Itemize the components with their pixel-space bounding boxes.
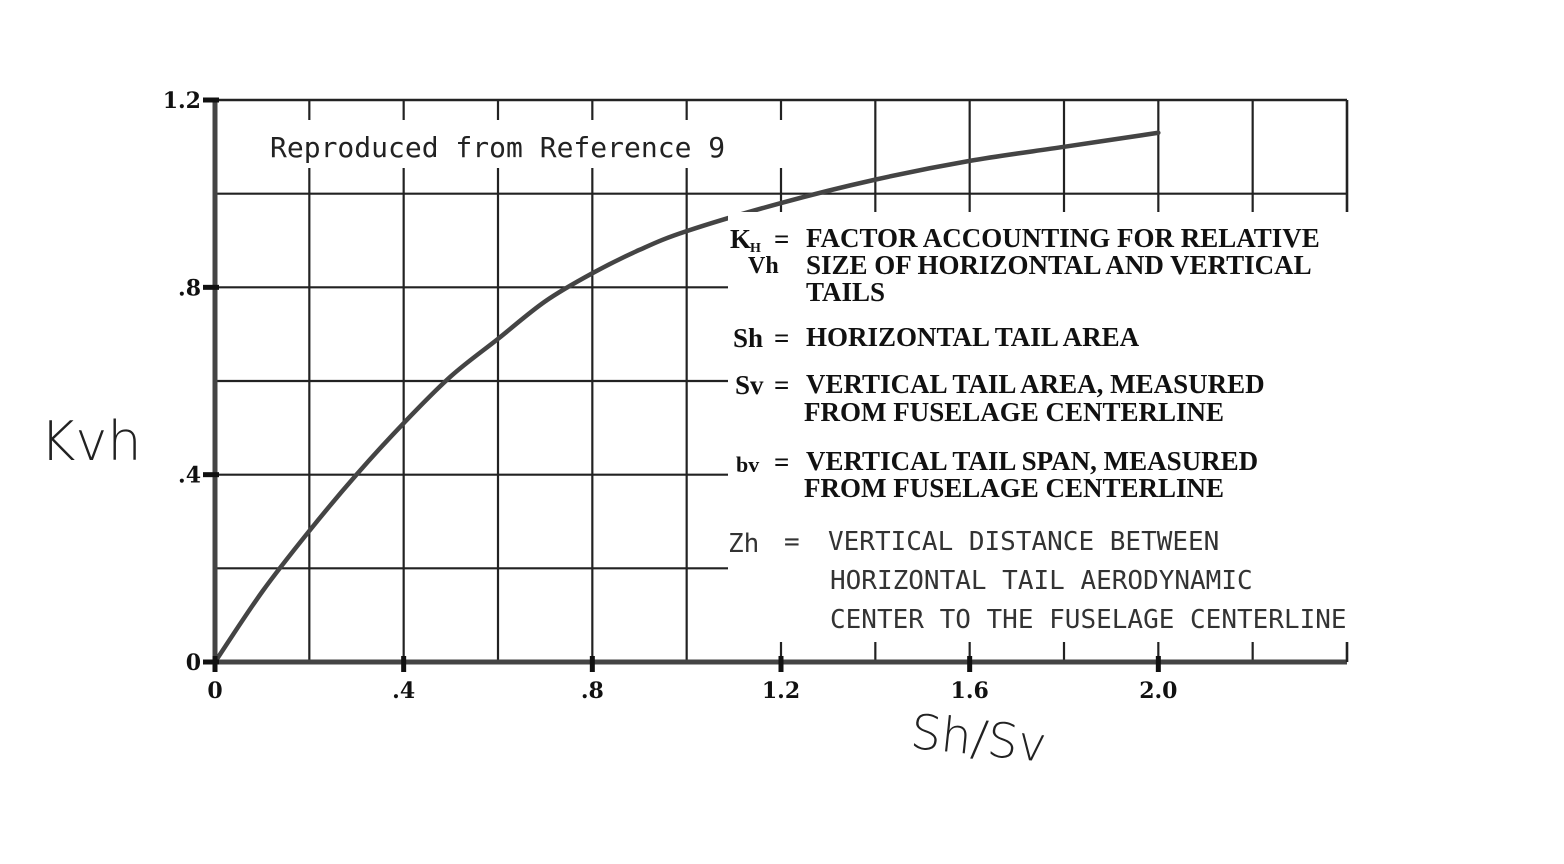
x-tick-label: 0 (207, 678, 222, 704)
series-line (212, 130, 1161, 665)
tick-labels: 0 .4 .8 1.2 1.6 2.0 0 .4 .8 1.2 (163, 88, 1178, 704)
legend: K H Vh = FACTOR ACCOUNTING FOR RELATIVE … (728, 223, 1347, 635)
annotation-text: Reproduced from Reference 9 (270, 131, 725, 164)
legend-equals: = (774, 323, 789, 353)
legend-text-line: TAILS (806, 277, 885, 307)
x-tick-label: 2.0 (1139, 678, 1177, 704)
legend-equals: = (774, 447, 789, 477)
x-tick-label: .8 (581, 678, 604, 704)
legend-symbol-sub: H (750, 241, 761, 256)
legend-text-line: SIZE OF HORIZONTAL AND VERTICAL (806, 250, 1312, 280)
y-tick-label: .4 (178, 463, 201, 489)
legend-symbol: Zh (728, 529, 759, 559)
legend-equals: = (774, 224, 789, 254)
y-tick-label: .8 (178, 275, 201, 301)
legend-text-line: FROM FUSELAGE CENTERLINE (804, 473, 1224, 503)
legend-equals: = (774, 370, 789, 400)
legend-equals: = (784, 527, 800, 557)
legend-text-line: FACTOR ACCOUNTING FOR RELATIVE (806, 223, 1320, 253)
legend-background (728, 212, 1508, 642)
legend-item-zh: Zh = VERTICAL DISTANCE BETWEEN HORIZONTA… (728, 527, 1347, 635)
x-axis-label: Sh/Sv (908, 704, 1049, 774)
legend-text-line: VERTICAL TAIL SPAN, MEASURED (806, 446, 1258, 476)
annotation-background (262, 120, 822, 168)
curve-layer (212, 130, 1161, 665)
legend-symbol: Sh (733, 323, 763, 353)
legend-text-line: VERTICAL DISTANCE BETWEEN (828, 527, 1219, 557)
y-axis-label: Kvh (40, 410, 142, 473)
legend-text-line: HORIZONTAL TAIL AERODYNAMIC (830, 566, 1253, 596)
legend-symbol: bv (736, 452, 759, 477)
legend-item-kvh: K H Vh = FACTOR ACCOUNTING FOR RELATIVE … (730, 223, 1320, 307)
legend-symbol-sub2: Vh (748, 253, 779, 279)
y-tick-label: 1.2 (163, 88, 201, 114)
legend-symbol: K (730, 224, 751, 254)
x-tick-label: 1.2 (762, 678, 800, 704)
legend-text-line: CENTER TO THE FUSELAGE CENTERLINE (830, 605, 1347, 635)
legend-text-line: VERTICAL TAIL AREA, MEASURED (806, 369, 1265, 399)
legend-text-line: HORIZONTAL TAIL AREA (806, 322, 1140, 352)
legend-item-sv: Sv = VERTICAL TAIL AREA, MEASURED FROM F… (735, 369, 1265, 427)
legend-symbol: Sv (735, 370, 764, 400)
y-tick-label: 0 (186, 650, 201, 676)
x-tick-label: .4 (392, 678, 415, 704)
legend-text-line: FROM FUSELAGE CENTERLINE (804, 397, 1224, 427)
x-tick-label: 1.6 (951, 678, 989, 704)
legend-item-bv: bv = VERTICAL TAIL SPAN, MEASURED FROM F… (736, 446, 1258, 503)
legend-item-sh: Sh = HORIZONTAL TAIL AREA (733, 322, 1140, 353)
